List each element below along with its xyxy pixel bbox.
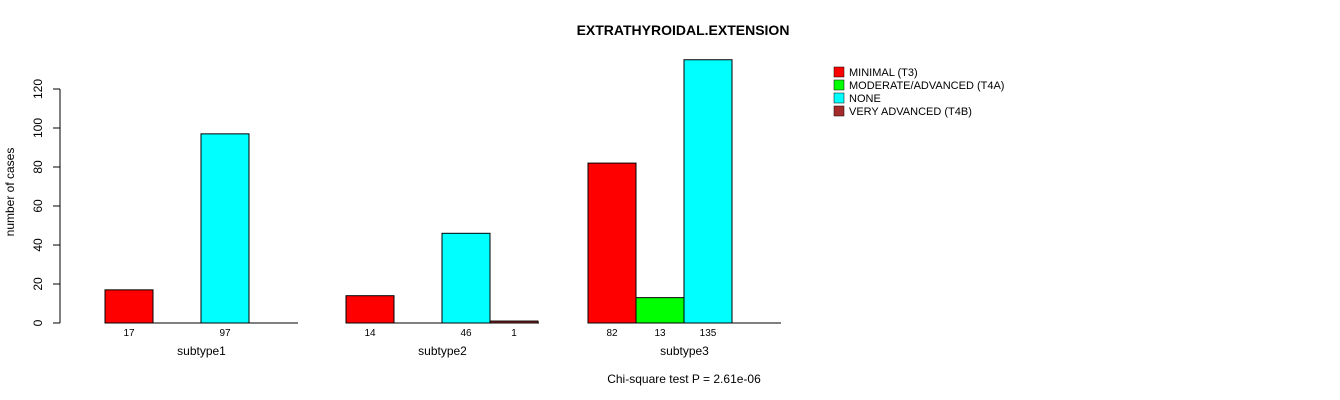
bar (683, 59, 733, 324)
legend-label: VERY ADVANCED (T4B) (849, 106, 972, 118)
legend-swatch (833, 66, 845, 78)
y-tick-label: 60 (31, 199, 45, 213)
plot-area: 17 97 subtype1 14 46 1 subtype2 82 13 135 subtype3 (104, 59, 781, 358)
bar-group-subtype3: 82 13 135 subtype3 (587, 59, 781, 358)
footnote: Chi-square test P = 2.61e-06 (607, 372, 761, 386)
count-label: 13 (654, 328, 666, 339)
y-tick-label: 40 (31, 238, 45, 252)
chart-title: EXTRATHYROIDAL.EXTENSION (577, 22, 790, 38)
bar (345, 295, 395, 324)
bar-group-subtype2: 14 46 1 subtype2 (345, 232, 539, 358)
bar (200, 133, 250, 324)
count-label: 17 (123, 328, 135, 339)
count-label: 46 (460, 328, 472, 339)
y-axis-label: number of cases (3, 148, 17, 237)
y-tick-label: 20 (31, 277, 45, 291)
group-label: subtype1 (177, 344, 226, 358)
count-label: 82 (606, 328, 618, 339)
count-label: 14 (364, 328, 376, 339)
legend-swatch (833, 105, 845, 117)
count-label: 97 (219, 328, 231, 339)
bar-group-subtype1: 17 97 subtype1 (104, 133, 298, 358)
legend: MINIMAL (T3)MODERATE/ADVANCED (T4A)NONEV… (833, 66, 1004, 118)
y-axis: 0 20 40 60 80 100 120 (31, 79, 61, 326)
legend-label: MINIMAL (T3) (849, 67, 918, 79)
bar (104, 289, 154, 324)
count-label: 1 (511, 328, 517, 339)
y-tick-label: 80 (31, 160, 45, 174)
group-label: subtype3 (660, 344, 709, 358)
bar (635, 297, 685, 324)
legend-label: MODERATE/ADVANCED (T4A) (849, 80, 1004, 92)
legend-label: NONE (849, 93, 881, 105)
bar (587, 162, 637, 324)
count-label: 135 (700, 328, 717, 339)
y-tick-label: 0 (31, 319, 45, 326)
legend-swatch (833, 92, 845, 104)
y-tick-label: 120 (31, 79, 45, 99)
legend-swatch (833, 79, 845, 91)
group-label: subtype2 (418, 344, 467, 358)
y-tick-label: 100 (31, 118, 45, 138)
bar (441, 232, 491, 324)
